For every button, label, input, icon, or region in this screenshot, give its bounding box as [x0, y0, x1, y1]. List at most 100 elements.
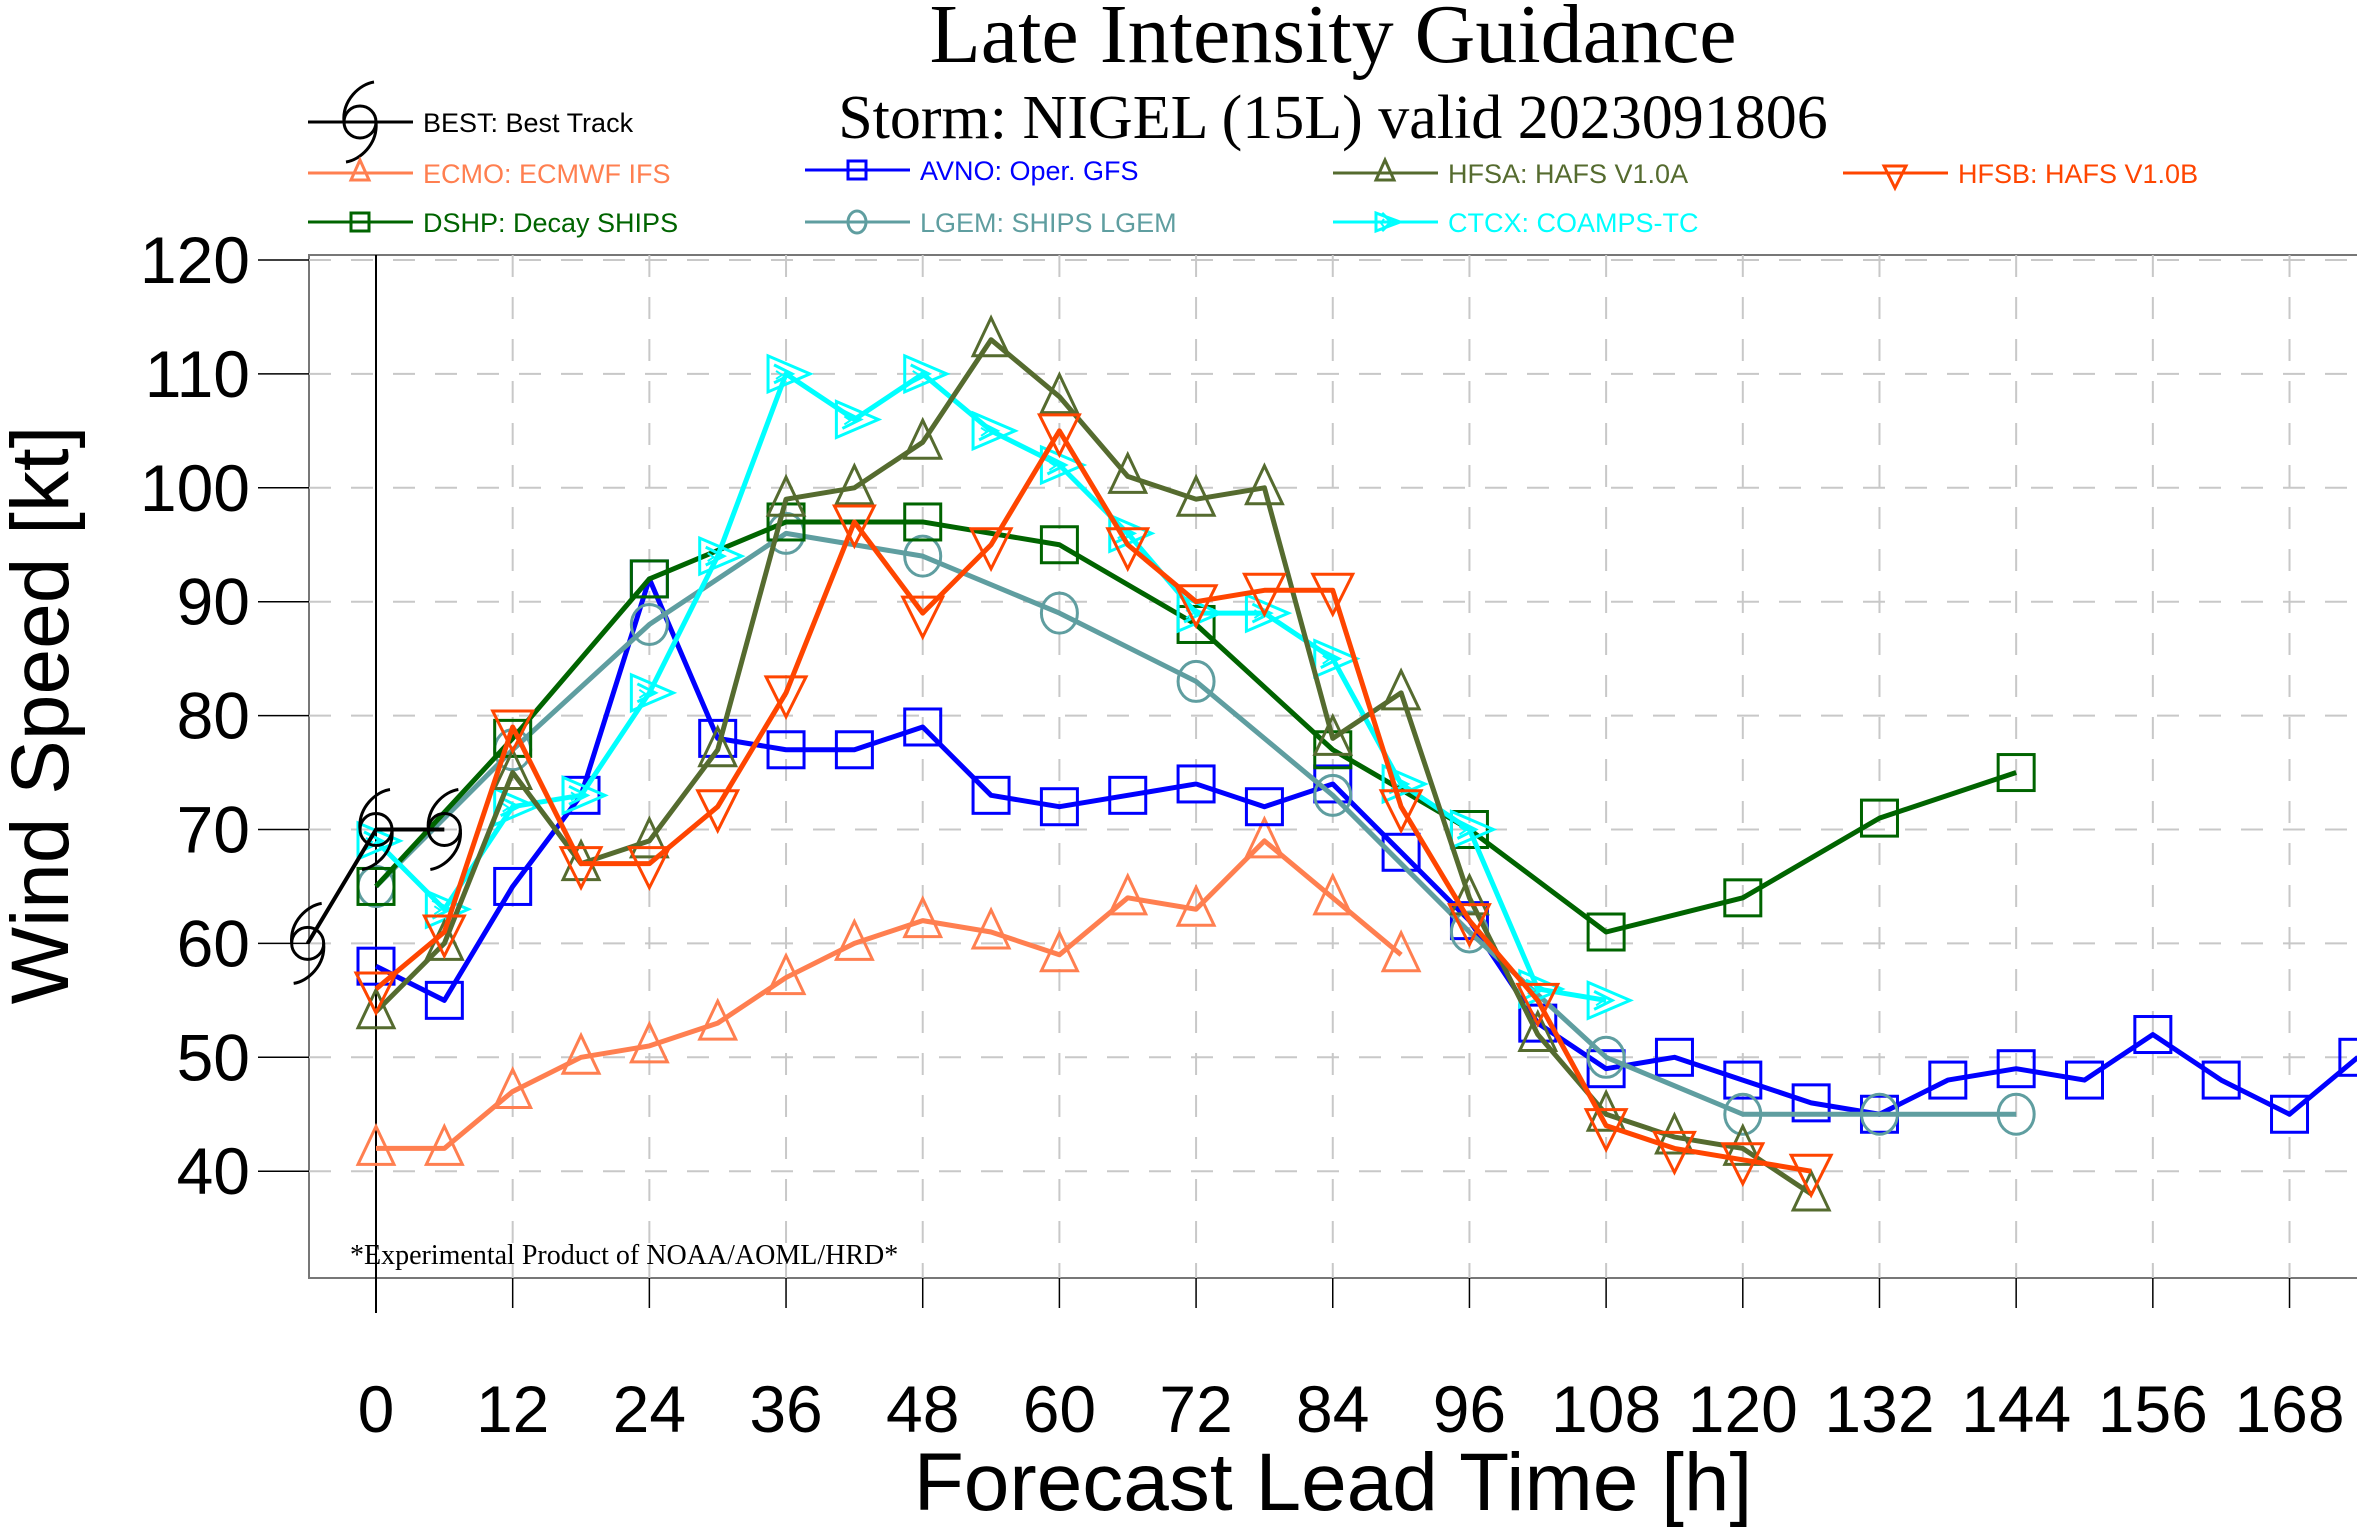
y-tick-label: 120	[140, 223, 250, 297]
x-tick-label: 120	[1688, 1372, 1798, 1446]
data-point-hfsb	[1720, 1142, 1766, 1188]
data-point-avno	[1313, 764, 1353, 804]
data-point-hfsb	[900, 595, 946, 641]
data-point-hfsb	[1105, 527, 1151, 573]
x-tick-label: 108	[1551, 1372, 1661, 1446]
series-line-lgem	[374, 530, 2017, 1117]
data-point-ecmo	[423, 1122, 465, 1166]
y-tick-label: 110	[145, 337, 250, 411]
x-axis: 0 12 24 36 48 60 72 84 96 108 120 132 144 156 168	[358, 1278, 2345, 1446]
series-line-ecmo	[376, 838, 1403, 1151]
data-point-ecmo	[1107, 872, 1149, 916]
legend-label: DSHP: Decay SHIPS	[423, 208, 678, 238]
data-point-hfsb	[1378, 789, 1424, 835]
data-point-lgem	[1176, 659, 1216, 703]
data-point-hfsa	[1380, 667, 1422, 711]
data-point-dshp	[1039, 525, 1079, 565]
legend-label: BEST: Best Track	[423, 108, 634, 138]
series-ecmo	[355, 815, 1422, 1166]
series-avno	[356, 559, 2357, 1134]
data-point-ctcx	[1586, 980, 1634, 1021]
data-point-avno	[1176, 764, 1216, 804]
y-tick-label: 60	[177, 906, 250, 980]
data-point-best	[358, 788, 394, 871]
data-point-best	[426, 788, 462, 871]
legend-item-lgem: LGEM: SHIPS LGEM	[805, 208, 1177, 238]
data-point-hfsb	[353, 971, 399, 1017]
data-point-hfsb	[695, 789, 741, 835]
data-point-hfsa	[628, 815, 670, 859]
data-point-dshp	[903, 502, 943, 542]
series-line-avno	[374, 576, 2357, 1117]
data-point-avno	[698, 718, 738, 758]
data-point-ctcx	[629, 672, 678, 714]
data-point-hfsa	[1654, 1111, 1695, 1155]
data-point-best	[290, 901, 326, 985]
data-point-hfsa	[492, 747, 534, 791]
series-layer	[290, 314, 2357, 1212]
data-point-avno	[1654, 1037, 1694, 1077]
data-point-dshp	[1723, 878, 1763, 918]
data-point-ctcx	[1244, 592, 1293, 634]
data-point-ecmo	[492, 1065, 534, 1109]
legend-item-best: BEST: Best Track	[308, 80, 634, 164]
data-point-hfsa	[1312, 712, 1354, 756]
data-point-dshp	[493, 718, 533, 758]
data-point-ecmo	[765, 952, 807, 996]
data-point-hfsb	[1652, 1130, 1697, 1176]
data-point-hfsb	[968, 527, 1014, 573]
data-point-avno	[766, 730, 806, 770]
data-point-ctcx	[561, 775, 609, 816]
x-tick-label: 96	[1433, 1372, 1506, 1446]
data-point-hfsb	[1788, 1153, 1834, 1199]
data-point-hfsb	[558, 846, 604, 892]
data-point-avno	[493, 866, 533, 906]
data-point-ecmo	[697, 997, 739, 1041]
data-point-avno	[1723, 1060, 1763, 1100]
y-tick-label: 50	[177, 1020, 250, 1094]
data-point-avno	[2338, 1037, 2357, 1077]
data-point-hfsb	[1310, 572, 1356, 618]
x-tick-label: 144	[1961, 1372, 2071, 1446]
data-point-hfsa	[902, 416, 944, 460]
legend-marker-hurricane-icon	[342, 80, 378, 164]
data-point-ecmo	[970, 906, 1012, 950]
data-point-ecmo	[902, 895, 944, 939]
y-tick-label: 100	[140, 451, 250, 525]
data-point-lgem	[1996, 1092, 2036, 1136]
data-point-avno	[1791, 1083, 1831, 1123]
x-tick-label: 72	[1159, 1372, 1232, 1446]
legend: BEST: Best Track ECMO: ECMWF IFS AVNO: Ope…	[308, 80, 2198, 238]
data-point-avno	[2201, 1060, 2241, 1100]
legend-label: HFSA: HAFS V1.0A	[1448, 159, 1688, 189]
data-point-hfsb	[421, 914, 467, 960]
x-tick-label: 36	[749, 1372, 822, 1446]
x-tick-label: 0	[358, 1372, 395, 1446]
data-point-hfsa	[1790, 1168, 1832, 1212]
y-tick-label: 90	[177, 565, 250, 639]
data-point-avno	[356, 946, 396, 986]
data-point-hfsb	[1036, 413, 1082, 459]
data-point-hfsa	[697, 724, 739, 768]
legend-item-avno: AVNO: Oper. GFS	[805, 156, 1139, 186]
legend-marker-square-icon	[349, 211, 371, 233]
data-point-avno	[1039, 787, 1079, 827]
chart-subtitle: Storm: NIGEL (15L) valid 2023091806	[838, 84, 1828, 152]
data-point-hfsb	[1515, 982, 1561, 1028]
data-point-hfsa	[765, 473, 807, 517]
x-tick-label: 60	[1023, 1372, 1096, 1446]
data-point-dshp	[1859, 798, 1899, 838]
x-tick-label: 12	[476, 1372, 549, 1446]
data-point-lgem	[1313, 773, 1353, 817]
data-point-ecmo	[560, 1031, 602, 1075]
legend-label: LGEM: SHIPS LGEM	[920, 208, 1177, 238]
data-point-lgem	[1039, 591, 1079, 635]
data-point-ecmo	[355, 1122, 397, 1166]
legend-item-dshp: DSHP: Decay SHIPS	[308, 208, 678, 238]
legend-item-hfsb: HFSB: HAFS V1.0B	[1843, 159, 2198, 192]
data-point-hfsa	[560, 838, 602, 882]
data-point-hfsa	[1175, 473, 1217, 517]
data-point-lgem	[903, 534, 943, 578]
data-point-hfsb	[1173, 584, 1219, 630]
